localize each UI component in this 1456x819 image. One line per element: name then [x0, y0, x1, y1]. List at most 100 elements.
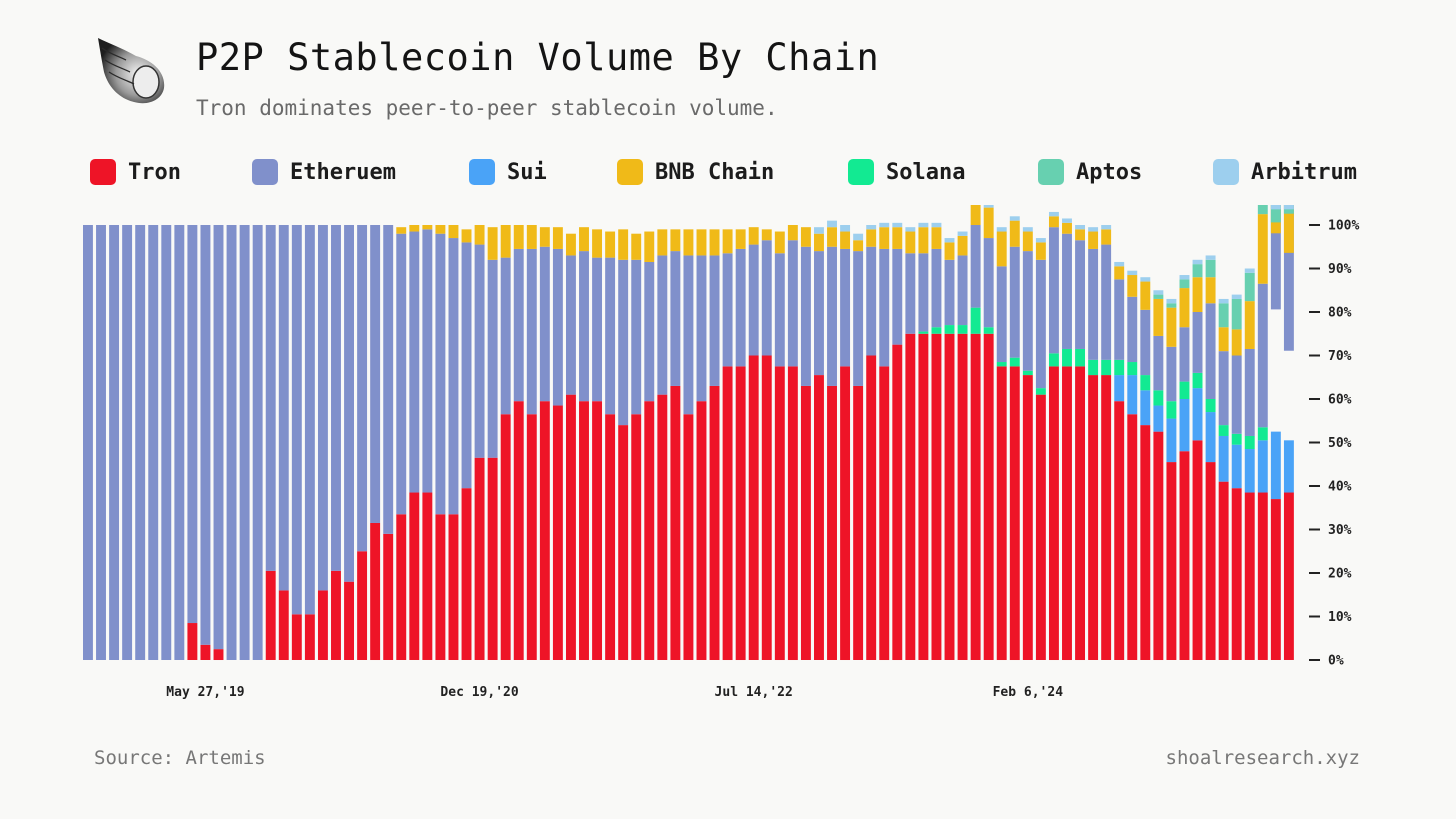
bar-sui-81	[1140, 390, 1151, 426]
bar-tron-9	[200, 644, 211, 660]
bar-arbitrum-88	[1231, 294, 1242, 299]
bar-etheruem-62	[892, 248, 903, 345]
bar-tron-86	[1205, 462, 1216, 660]
bar-solana-66	[944, 325, 955, 334]
legend-item-arbitrum: Arbitrum	[1213, 156, 1357, 188]
bar-bnb-chain-31	[487, 227, 498, 260]
bar-tron-26	[422, 492, 433, 660]
bar-arbitrum-84	[1179, 275, 1190, 280]
bar-etheruem-88	[1231, 355, 1242, 434]
bar-aptos-89	[1244, 272, 1255, 302]
bar-etheruem-7	[174, 225, 185, 660]
bar-tron-31	[487, 457, 498, 660]
bar-aptos-92	[1283, 205, 1294, 214]
bar-sui-80	[1127, 375, 1138, 415]
bar-aptos-83	[1166, 303, 1177, 308]
bar-etheruem-51	[748, 244, 759, 356]
bar-arbitrum-79	[1114, 261, 1125, 267]
bar-bnb-chain-73	[1035, 242, 1046, 260]
bar-solana-73	[1035, 388, 1046, 395]
bar-solana-75	[1062, 348, 1072, 367]
bar-etheruem-3	[122, 225, 133, 660]
bar-tron-33	[513, 401, 524, 660]
bar-bnb-chain-34	[526, 225, 537, 249]
bar-tron-38	[579, 401, 589, 660]
bar-tron-91	[1270, 499, 1281, 660]
bar-arbitrum-87	[1218, 298, 1229, 304]
bar-tron-50	[735, 366, 746, 661]
bar-tron-24	[396, 514, 407, 660]
bar-arbitrum-67	[957, 231, 968, 236]
bar-bnb-chain-64	[918, 227, 929, 254]
legend-swatch-sui	[469, 159, 495, 185]
bar-bnb-chain-77	[1088, 231, 1099, 249]
legend-label-arbitrum: Arbitrum	[1251, 159, 1357, 185]
bar-etheruem-15	[278, 225, 289, 591]
bar-sui-90	[1257, 440, 1268, 493]
bar-arbitrum-59	[853, 233, 864, 241]
y-tick-label: 0%	[1328, 654, 1344, 669]
bar-bnb-chain-42	[631, 233, 642, 260]
bar-etheruem-36	[552, 248, 563, 406]
bar-etheruem-71	[1009, 246, 1020, 358]
bar-etheruem-39	[592, 257, 603, 402]
bar-etheruem-25	[409, 231, 420, 493]
legend-swatch-etheruem	[252, 159, 278, 185]
legend-item-tron: Tron	[90, 156, 181, 188]
bar-bnb-chain-85	[1192, 277, 1203, 312]
bar-etheruem-5	[148, 225, 159, 660]
bar-bnb-chain-71	[1009, 220, 1020, 247]
bar-etheruem-21	[357, 225, 368, 552]
bar-solana-87	[1218, 425, 1229, 436]
bar-tron-69	[983, 333, 994, 660]
bar-bnb-chain-69	[983, 207, 994, 239]
bar-etheruem-33	[513, 248, 524, 402]
bar-solana-89	[1244, 435, 1255, 450]
bar-etheruem-46	[683, 255, 694, 415]
bar-tron-19	[331, 570, 341, 660]
bar-etheruem-17	[304, 225, 315, 615]
bar-bnb-chain-27	[435, 225, 446, 234]
bar-solana-90	[1257, 427, 1268, 441]
bar-bnb-chain-33	[513, 225, 524, 249]
x-tick-label: May 27,'19	[166, 685, 244, 700]
bar-etheruem-57	[827, 246, 837, 386]
bar-solana-72	[1022, 370, 1033, 376]
bar-solana-70	[996, 362, 1007, 367]
bar-bnb-chain-76	[1075, 229, 1086, 241]
bar-solana-76	[1075, 348, 1086, 367]
bar-etheruem-61	[879, 248, 890, 367]
bar-arbitrum-73	[1035, 238, 1046, 243]
bar-bnb-chain-62	[892, 227, 903, 249]
bar-etheruem-79	[1114, 279, 1125, 360]
legend-swatch-tron	[90, 159, 116, 185]
bar-tron-58	[840, 366, 851, 661]
bar-tron-73	[1035, 394, 1046, 660]
bar-tron-37	[565, 394, 576, 660]
y-tick-label: 60%	[1328, 393, 1352, 408]
bar-tron-79	[1114, 401, 1125, 660]
bar-etheruem-50	[735, 248, 746, 367]
bar-sui-87	[1218, 435, 1229, 482]
bar-etheruem-20	[344, 225, 354, 582]
x-tick-label: Feb 6,'24	[993, 685, 1064, 700]
bar-tron-35	[539, 401, 550, 660]
bar-etheruem-44	[657, 255, 668, 395]
bar-tron-25	[409, 492, 420, 660]
legend-item-etheruem: Etheruem	[252, 156, 396, 188]
bar-tron-49	[722, 366, 733, 661]
bar-solana-82	[1153, 390, 1164, 406]
bar-tron-70	[996, 366, 1007, 661]
bar-arbitrum-74	[1048, 211, 1059, 217]
bar-etheruem-81	[1140, 309, 1151, 376]
bar-bnb-chain-81	[1140, 281, 1151, 310]
y-tick-label: 70%	[1328, 349, 1352, 364]
bar-tron-36	[552, 405, 563, 660]
bar-solana-77	[1088, 359, 1099, 376]
bar-bnb-chain-79	[1114, 266, 1125, 280]
bar-bnb-chain-89	[1244, 301, 1255, 349]
bar-bnb-chain-67	[957, 235, 968, 256]
bar-tron-81	[1140, 425, 1151, 660]
bar-tron-20	[344, 581, 354, 660]
bar-tron-87	[1218, 481, 1229, 660]
